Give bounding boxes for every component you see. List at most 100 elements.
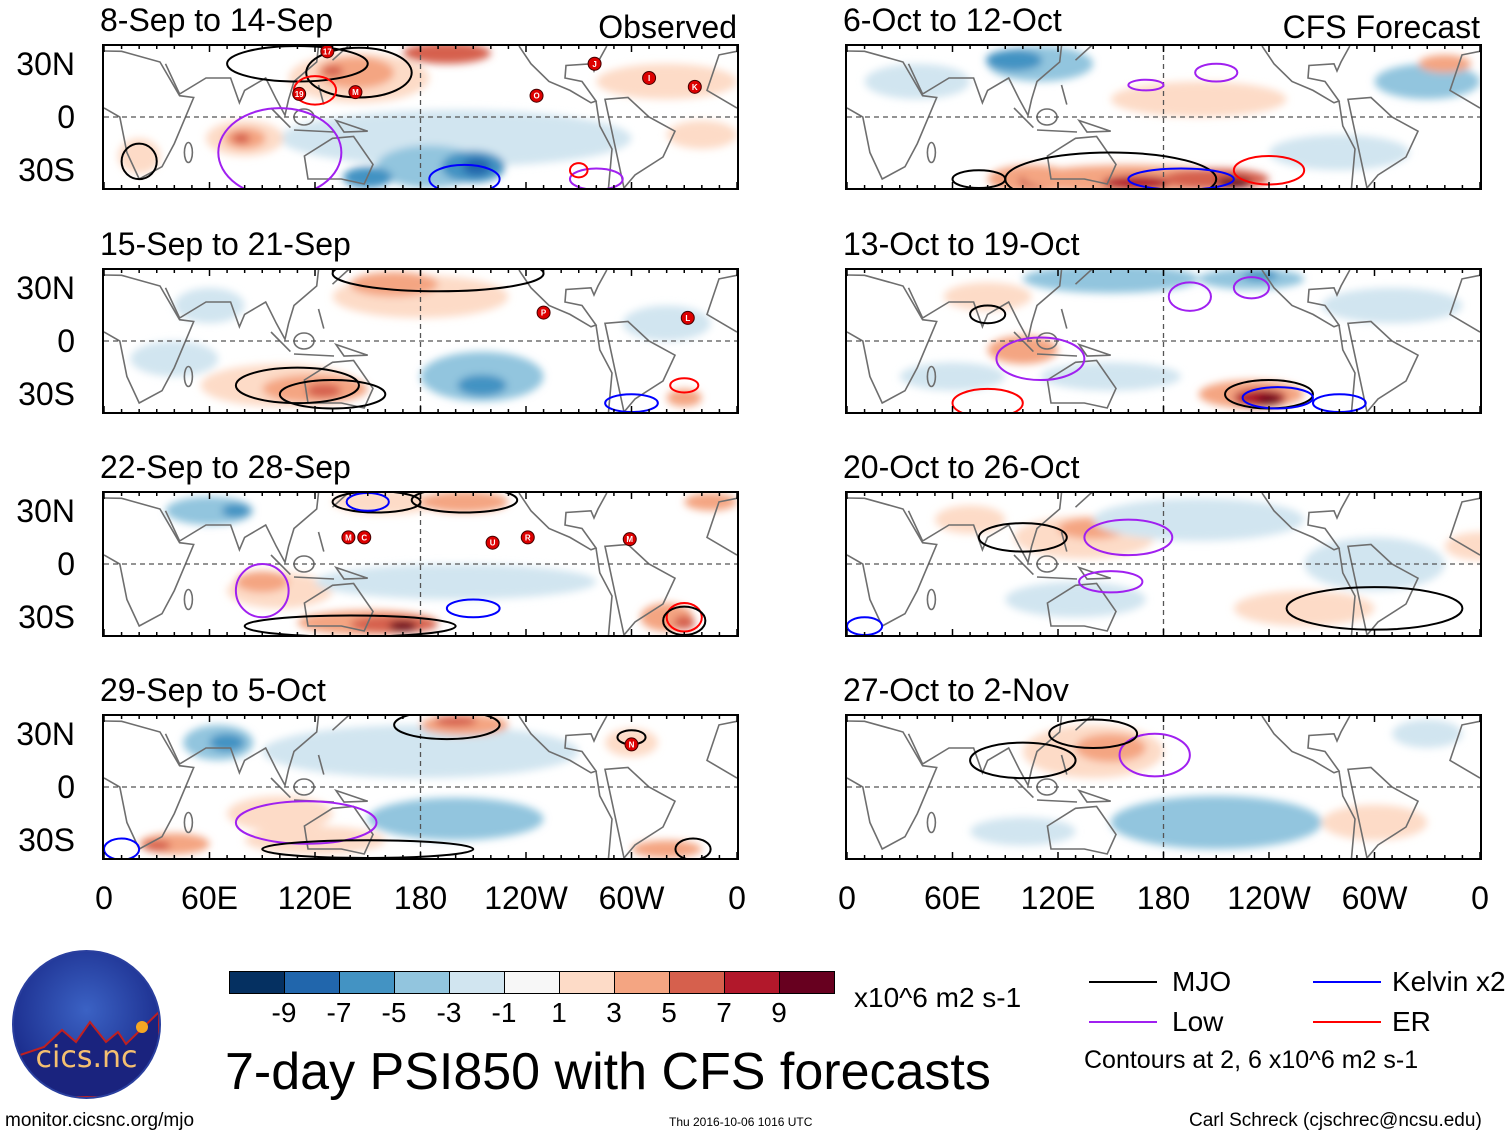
panel-title: 6-Oct to 12-Oct	[843, 2, 1062, 38]
wave-contour	[261, 839, 475, 858]
lat-label: 0	[57, 323, 75, 359]
wave-contour	[1311, 393, 1367, 412]
lon-label: 0	[838, 880, 856, 916]
lon-label: 0	[1471, 880, 1489, 916]
logo-text: cics.nc	[35, 1040, 138, 1075]
legend-er-line	[1313, 1021, 1381, 1023]
anomaly-shading	[316, 56, 395, 89]
wave-contour	[969, 741, 1077, 780]
wave-contour	[568, 167, 624, 188]
colorbar-swatch	[615, 972, 670, 993]
anomaly-shading	[1005, 581, 1146, 618]
footer-url: monitor.cicsnc.org/mjo	[5, 1110, 195, 1131]
panel-mode-label: Observed	[598, 9, 737, 45]
legend-kelvin-line	[1313, 981, 1381, 983]
wave-contour	[995, 336, 1086, 382]
lon-label: 60E	[181, 880, 238, 916]
wave-contour	[1127, 167, 1235, 188]
lat-label: 0	[57, 99, 75, 135]
wave-contour	[669, 377, 700, 394]
wave-contour	[1194, 62, 1239, 83]
anomaly-shading	[596, 63, 737, 100]
anomaly-shading	[315, 564, 597, 600]
colorbar	[229, 971, 835, 994]
panel-title: 29-Sep to 5-Oct	[100, 672, 326, 708]
anomaly-shading	[235, 571, 289, 593]
anomaly-shading	[244, 826, 386, 855]
tropical-cyclone-marker: M	[622, 532, 637, 547]
anomaly-shading	[1101, 175, 1173, 188]
wave-contour	[1078, 570, 1144, 594]
lat-label: 30S	[18, 822, 75, 859]
wave-contour	[234, 800, 378, 845]
lat-label: 30N	[16, 45, 75, 82]
storm-label: M	[345, 533, 352, 542]
wave-contour	[568, 162, 589, 179]
storm-label: U	[490, 539, 496, 548]
anomaly-shading	[174, 287, 245, 324]
anomaly-shading	[985, 49, 1043, 71]
panel-title: 8-Sep to 14-Sep	[100, 2, 334, 38]
wave-contour	[445, 598, 501, 619]
lat-label: 0	[57, 546, 75, 582]
colorbar-swatch	[340, 972, 395, 993]
anomaly-shading	[306, 383, 342, 398]
tropical-cyclone-marker: C	[357, 530, 372, 545]
anomaly-shading	[227, 795, 333, 832]
storm-label: R	[525, 533, 531, 542]
tropical-cyclone-marker: U	[485, 535, 500, 550]
panel-title: 13-Oct to 19-Oct	[843, 226, 1080, 262]
wave-contour	[278, 379, 387, 410]
storm-label: P	[541, 309, 547, 318]
storm-label: M	[352, 88, 359, 97]
colorbar-swatch	[670, 972, 725, 993]
colorbar-label: -3	[436, 997, 462, 1028]
colorbar-swatch	[505, 972, 560, 993]
colorbar-swatch	[285, 972, 340, 993]
wave-contour	[1048, 718, 1139, 749]
map-panel	[845, 44, 1482, 190]
colorbar-swatch	[395, 972, 450, 993]
legend-mjo-line	[1089, 981, 1157, 983]
anomaly-shading	[457, 374, 507, 397]
colorbar-swatch	[780, 972, 834, 993]
anomaly-shading	[673, 615, 695, 630]
lat-label: 30S	[18, 599, 75, 636]
panel-title: 20-Oct to 26-Oct	[843, 449, 1080, 485]
storm-label: C	[361, 533, 367, 542]
tropical-cyclone-marker: 17	[320, 46, 335, 59]
storm-label: J	[592, 60, 596, 69]
storm-label: L	[685, 314, 690, 323]
wave-contour	[120, 142, 158, 181]
anomaly-shading	[934, 505, 1006, 534]
legend-er-label: ER	[1392, 1006, 1431, 1037]
anomaly-shading	[899, 362, 1006, 391]
wave-contour	[951, 169, 1007, 188]
legend-note: Contours at 2, 6 x10^6 m2 s-1	[1084, 1046, 1419, 1074]
anomaly-shading	[943, 282, 1032, 311]
lon-label: 180	[393, 880, 448, 916]
tropical-cyclone-marker: N	[624, 737, 639, 752]
colorbar-swatch	[450, 972, 505, 993]
storm-label: O	[533, 92, 539, 101]
lat-label: 30S	[18, 376, 75, 413]
main-title: 7-day PSI850 with CFS forecasts	[225, 1043, 991, 1101]
map-panel: N	[102, 714, 739, 860]
map-panel	[845, 491, 1482, 637]
anomaly-shading	[1418, 54, 1472, 73]
wave-contour	[331, 493, 422, 514]
wave-contour	[674, 837, 712, 858]
wave-contour	[345, 493, 390, 512]
tropical-cyclone-marker: M	[341, 530, 356, 545]
tropical-cyclone-marker: O	[529, 88, 544, 103]
wave-contour	[410, 493, 519, 514]
colorbar-label: -9	[271, 997, 297, 1028]
colorbar-swatch	[230, 972, 285, 993]
anomaly-shading	[631, 840, 702, 858]
anomaly-shading	[1110, 81, 1287, 117]
colorbar-label: -1	[491, 997, 517, 1028]
lon-label: 0	[728, 880, 746, 916]
storm-label: 17	[323, 47, 332, 56]
anomaly-shading	[1256, 394, 1282, 405]
